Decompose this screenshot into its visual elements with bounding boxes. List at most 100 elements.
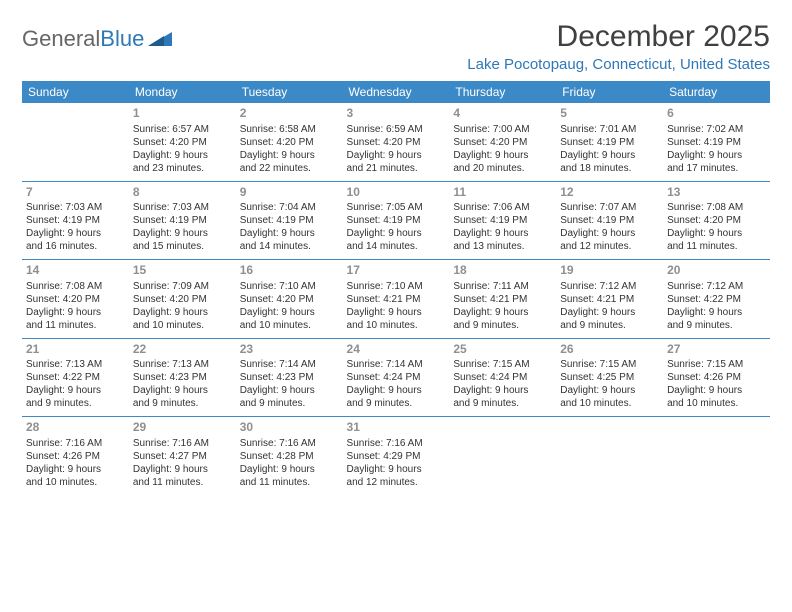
sunrise-line: Sunrise: 7:16 AM [26, 437, 125, 450]
dl1-line: Daylight: 9 hours [560, 384, 659, 397]
calendar-day-cell: 29Sunrise: 7:16 AMSunset: 4:27 PMDayligh… [129, 417, 236, 495]
dl1-line: Daylight: 9 hours [240, 306, 339, 319]
calendar-day-cell: 15Sunrise: 7:09 AMSunset: 4:20 PMDayligh… [129, 260, 236, 338]
sunset-line: Sunset: 4:21 PM [347, 293, 446, 306]
day-number: 13 [667, 185, 766, 201]
sunrise-line: Sunrise: 7:15 AM [560, 358, 659, 371]
sunset-line: Sunset: 4:24 PM [347, 371, 446, 384]
sunset-line: Sunset: 4:20 PM [133, 136, 232, 149]
calendar-week-row: 7Sunrise: 7:03 AMSunset: 4:19 PMDaylight… [22, 182, 770, 260]
calendar-table: Sunday Monday Tuesday Wednesday Thursday… [22, 81, 770, 495]
weekday-header-row: Sunday Monday Tuesday Wednesday Thursday… [22, 81, 770, 103]
dl1-line: Daylight: 9 hours [560, 227, 659, 240]
sunrise-line: Sunrise: 7:16 AM [133, 437, 232, 450]
calendar-day-cell: 16Sunrise: 7:10 AMSunset: 4:20 PMDayligh… [236, 260, 343, 338]
calendar-day-cell: 25Sunrise: 7:15 AMSunset: 4:24 PMDayligh… [449, 339, 556, 417]
day-number: 14 [26, 263, 125, 279]
dl1-line: Daylight: 9 hours [133, 463, 232, 476]
dl1-line: Daylight: 9 hours [240, 149, 339, 162]
calendar-day-cell: 28Sunrise: 7:16 AMSunset: 4:26 PMDayligh… [22, 417, 129, 495]
day-number: 16 [240, 263, 339, 279]
dl2-line: and 13 minutes. [453, 240, 552, 253]
weekday-header: Wednesday [343, 81, 450, 103]
day-number: 19 [560, 263, 659, 279]
sunset-line: Sunset: 4:23 PM [133, 371, 232, 384]
dl2-line: and 16 minutes. [26, 240, 125, 253]
sunrise-line: Sunrise: 7:08 AM [667, 201, 766, 214]
calendar-day-cell: 13Sunrise: 7:08 AMSunset: 4:20 PMDayligh… [663, 182, 770, 260]
dl2-line: and 10 minutes. [133, 319, 232, 332]
sunset-line: Sunset: 4:19 PM [667, 136, 766, 149]
calendar-day-cell: 2Sunrise: 6:58 AMSunset: 4:20 PMDaylight… [236, 103, 343, 181]
sunset-line: Sunset: 4:20 PM [240, 136, 339, 149]
calendar-day-cell [556, 417, 663, 495]
title-block: December 2025 Lake Pocotopaug, Connectic… [467, 20, 770, 73]
dl2-line: and 20 minutes. [453, 162, 552, 175]
dl2-line: and 17 minutes. [667, 162, 766, 175]
calendar-day-cell: 27Sunrise: 7:15 AMSunset: 4:26 PMDayligh… [663, 339, 770, 417]
sunrise-line: Sunrise: 7:12 AM [560, 280, 659, 293]
day-number: 26 [560, 342, 659, 358]
day-number: 12 [560, 185, 659, 201]
dl1-line: Daylight: 9 hours [453, 227, 552, 240]
dl2-line: and 11 minutes. [133, 476, 232, 489]
dl1-line: Daylight: 9 hours [240, 384, 339, 397]
dl1-line: Daylight: 9 hours [347, 463, 446, 476]
sunrise-line: Sunrise: 7:07 AM [560, 201, 659, 214]
day-number: 30 [240, 420, 339, 436]
sunrise-line: Sunrise: 7:01 AM [560, 123, 659, 136]
sunrise-line: Sunrise: 7:09 AM [133, 280, 232, 293]
sunset-line: Sunset: 4:28 PM [240, 450, 339, 463]
dl1-line: Daylight: 9 hours [667, 227, 766, 240]
weekday-header: Thursday [449, 81, 556, 103]
dl1-line: Daylight: 9 hours [26, 306, 125, 319]
weekday-header: Saturday [663, 81, 770, 103]
calendar-week-row: 14Sunrise: 7:08 AMSunset: 4:20 PMDayligh… [22, 260, 770, 338]
sunset-line: Sunset: 4:27 PM [133, 450, 232, 463]
dl1-line: Daylight: 9 hours [453, 384, 552, 397]
dl2-line: and 9 minutes. [453, 319, 552, 332]
dl2-line: and 23 minutes. [133, 162, 232, 175]
dl2-line: and 10 minutes. [667, 397, 766, 410]
calendar-day-cell [663, 417, 770, 495]
dl1-line: Daylight: 9 hours [26, 463, 125, 476]
sunrise-line: Sunrise: 7:16 AM [240, 437, 339, 450]
dl2-line: and 18 minutes. [560, 162, 659, 175]
sunrise-line: Sunrise: 7:15 AM [667, 358, 766, 371]
calendar-day-cell: 26Sunrise: 7:15 AMSunset: 4:25 PMDayligh… [556, 339, 663, 417]
dl2-line: and 9 minutes. [347, 397, 446, 410]
calendar-day-cell: 12Sunrise: 7:07 AMSunset: 4:19 PMDayligh… [556, 182, 663, 260]
dl1-line: Daylight: 9 hours [560, 306, 659, 319]
calendar-day-cell: 11Sunrise: 7:06 AMSunset: 4:19 PMDayligh… [449, 182, 556, 260]
month-title: December 2025 [467, 20, 770, 54]
dl2-line: and 9 minutes. [667, 319, 766, 332]
day-number: 31 [347, 420, 446, 436]
sunset-line: Sunset: 4:20 PM [347, 136, 446, 149]
sunset-line: Sunset: 4:21 PM [453, 293, 552, 306]
dl2-line: and 11 minutes. [667, 240, 766, 253]
calendar-day-cell: 8Sunrise: 7:03 AMSunset: 4:19 PMDaylight… [129, 182, 236, 260]
location-subtitle: Lake Pocotopaug, Connecticut, United Sta… [467, 56, 770, 73]
calendar-day-cell: 31Sunrise: 7:16 AMSunset: 4:29 PMDayligh… [343, 417, 450, 495]
day-number: 21 [26, 342, 125, 358]
sunrise-line: Sunrise: 7:06 AM [453, 201, 552, 214]
dl1-line: Daylight: 9 hours [560, 149, 659, 162]
sunset-line: Sunset: 4:25 PM [560, 371, 659, 384]
dl1-line: Daylight: 9 hours [133, 227, 232, 240]
day-number: 6 [667, 106, 766, 122]
calendar-day-cell: 30Sunrise: 7:16 AMSunset: 4:28 PMDayligh… [236, 417, 343, 495]
sunset-line: Sunset: 4:23 PM [240, 371, 339, 384]
sunrise-line: Sunrise: 7:15 AM [453, 358, 552, 371]
dl2-line: and 9 minutes. [26, 397, 125, 410]
sunrise-line: Sunrise: 6:58 AM [240, 123, 339, 136]
calendar-day-cell: 6Sunrise: 7:02 AMSunset: 4:19 PMDaylight… [663, 103, 770, 181]
day-number: 15 [133, 263, 232, 279]
calendar-week-row: 28Sunrise: 7:16 AMSunset: 4:26 PMDayligh… [22, 417, 770, 495]
sunrise-line: Sunrise: 7:10 AM [240, 280, 339, 293]
weekday-header: Sunday [22, 81, 129, 103]
sunset-line: Sunset: 4:22 PM [667, 293, 766, 306]
sunset-line: Sunset: 4:20 PM [133, 293, 232, 306]
calendar-day-cell: 10Sunrise: 7:05 AMSunset: 4:19 PMDayligh… [343, 182, 450, 260]
calendar-day-cell: 22Sunrise: 7:13 AMSunset: 4:23 PMDayligh… [129, 339, 236, 417]
sunrise-line: Sunrise: 7:02 AM [667, 123, 766, 136]
